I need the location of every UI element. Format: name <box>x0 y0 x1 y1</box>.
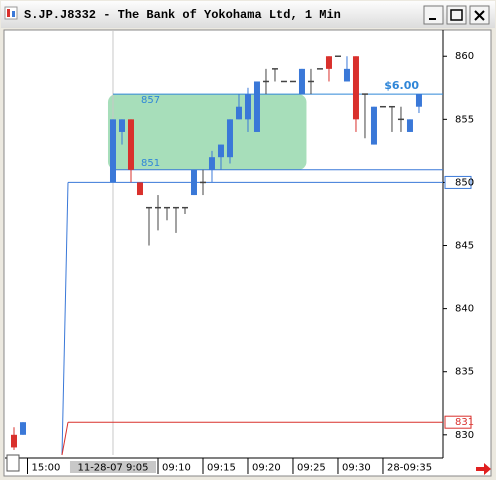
plot: 857 851 11-28-07 9:05 860 855 850 845 840 835 830… <box>10 31 474 474</box>
x-tick-label: 15:00 <box>31 463 60 474</box>
y-tick-label: 845 <box>455 241 474 252</box>
candle-body <box>208 157 215 170</box>
y-tick-label: 860 <box>455 51 474 62</box>
close-button[interactable] <box>469 5 490 25</box>
candle-body <box>235 106 242 120</box>
y-tick-label: 835 <box>455 367 474 378</box>
y-tick-label: 840 <box>455 304 474 315</box>
candle-body <box>370 106 377 145</box>
minimize-button[interactable] <box>423 5 444 25</box>
price-level-riser <box>61 182 69 456</box>
candle-body <box>226 119 233 158</box>
price-level-box <box>444 175 472 189</box>
title-bar <box>1 1 495 28</box>
app-icon <box>4 6 18 20</box>
y-tick-label: 830 <box>455 430 474 441</box>
scroll-arrow[interactable] <box>476 463 491 475</box>
zone-bottom-label: 851 <box>141 158 160 169</box>
x-tick-label: 09:20 <box>252 463 281 474</box>
cursor-label: 11-28-07 9:05 <box>77 463 148 474</box>
candle-body <box>298 68 305 95</box>
x-tick-label: 09:30 <box>342 463 371 474</box>
candle-body <box>343 68 350 82</box>
candle-body <box>325 56 332 69</box>
x-tick-label: 09:25 <box>297 463 326 474</box>
candle-body <box>217 144 224 158</box>
scroll-box[interactable] <box>6 454 20 472</box>
candle-body <box>127 119 134 170</box>
price-zone <box>107 94 307 170</box>
x-tick-label: 09:15 <box>207 463 236 474</box>
target-label: $6.00 <box>384 79 419 92</box>
candle-body <box>415 94 422 107</box>
zone-top-label: 857 <box>141 95 160 106</box>
candle-body <box>190 169 197 196</box>
maximize-button[interactable] <box>446 5 467 25</box>
price-level-label: 850 <box>455 177 474 188</box>
candle-body <box>10 434 17 448</box>
price-level-label: 831 <box>455 417 474 428</box>
x-tick-label: 28-09:35 <box>387 463 432 474</box>
candle-body <box>136 182 143 196</box>
candle-body <box>118 119 125 132</box>
cursor-label-box <box>69 461 156 473</box>
price-level-box <box>444 415 472 429</box>
candle-body <box>352 56 359 120</box>
window-title: S.JP.J8332 - The Bank of Yokohama Ltd, 1… <box>24 8 341 22</box>
candle-body <box>253 81 260 132</box>
candle-body <box>244 94 251 120</box>
candle-body <box>109 119 116 183</box>
x-tick-label: 09:10 <box>162 463 191 474</box>
y-tick-label: 855 <box>455 114 474 125</box>
candle-body <box>406 119 413 132</box>
candle-body <box>19 422 26 435</box>
price-level-riser <box>61 422 69 456</box>
